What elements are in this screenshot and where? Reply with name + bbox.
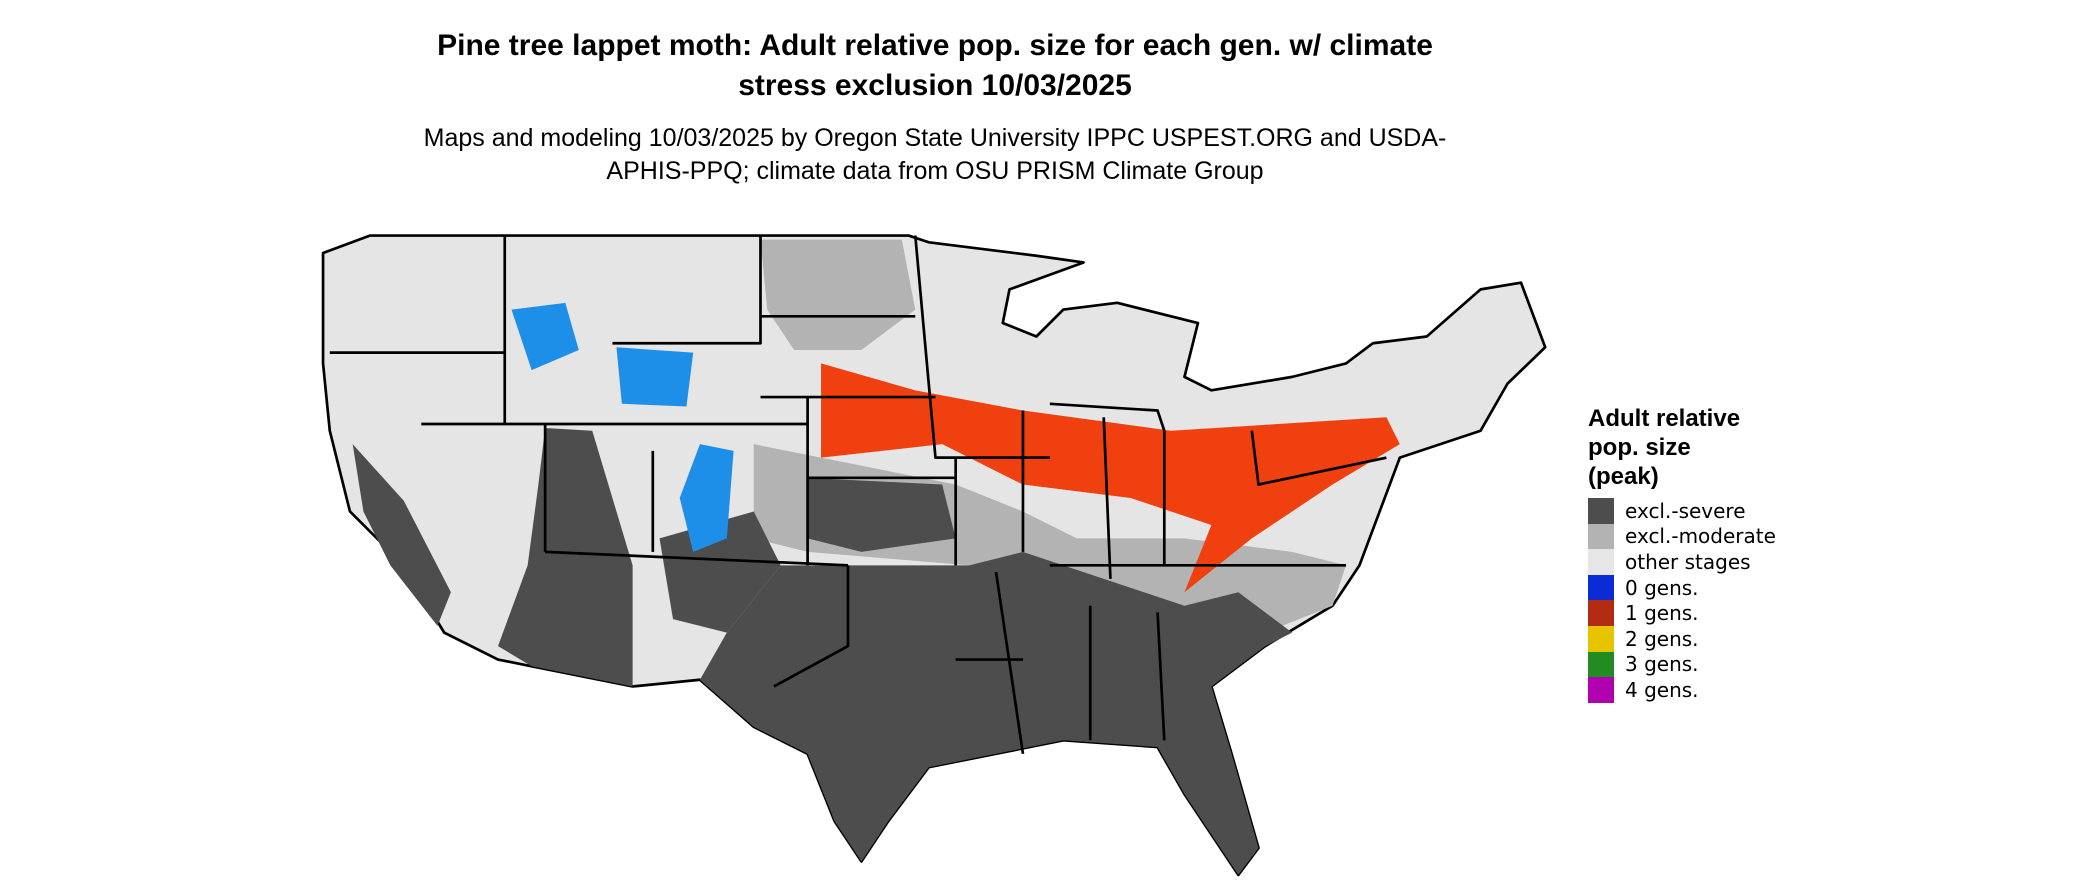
moderate-region	[760, 239, 916, 350]
legend-label: excl.-severe	[1625, 498, 1746, 523]
severe-region	[498, 428, 633, 687]
legend-item: 4 gens.	[1588, 677, 1776, 703]
legend-item: excl.-severe	[1588, 498, 1776, 524]
legend-label: 3 gens.	[1625, 652, 1699, 677]
legend-label: 2 gens.	[1625, 626, 1699, 651]
zero-gen-region	[511, 302, 579, 371]
legend-label: 0 gens.	[1625, 575, 1699, 600]
legend-item: 3 gens.	[1588, 651, 1776, 678]
legend-item: 2 gens.	[1588, 625, 1776, 652]
legend-swatch	[1588, 651, 1614, 678]
legend-label: 4 gens.	[1625, 677, 1699, 702]
zero-gen-region	[616, 347, 694, 407]
legend-swatch	[1588, 574, 1614, 601]
legend: excl.-severe excl.-moderate other stages 0 …	[1588, 498, 1776, 703]
legend-swatch	[1588, 677, 1614, 703]
legend-item: excl.-moderate	[1588, 523, 1776, 550]
legend-swatch	[1588, 523, 1614, 550]
legend-label: other stages	[1625, 549, 1751, 574]
severe-region	[352, 444, 451, 626]
legend-swatch	[1588, 600, 1614, 626]
legend-label: 1 gens.	[1625, 601, 1699, 626]
legend-item: 0 gens.	[1588, 574, 1776, 601]
legend-title: Adult relative pop. size (peak)	[1588, 405, 1741, 490]
map-subtitle: Maps and modeling 10/03/2025 by Oregon S…	[423, 124, 1447, 185]
severe-region	[807, 477, 956, 552]
legend-item: other stages	[1588, 549, 1776, 575]
zero-gen-region	[679, 444, 734, 552]
one-gen-region	[821, 363, 1400, 593]
legend-swatch	[1588, 498, 1614, 524]
state-borders	[329, 235, 1387, 754]
map-title: Pine tree lappet moth: Adult relative po…	[437, 29, 1433, 102]
legend-swatch	[1588, 549, 1614, 575]
severe-region	[659, 511, 781, 633]
legend-label: excl.-moderate	[1625, 524, 1776, 549]
legend-swatch	[1588, 625, 1614, 652]
legend-item: 1 gens.	[1588, 600, 1776, 626]
